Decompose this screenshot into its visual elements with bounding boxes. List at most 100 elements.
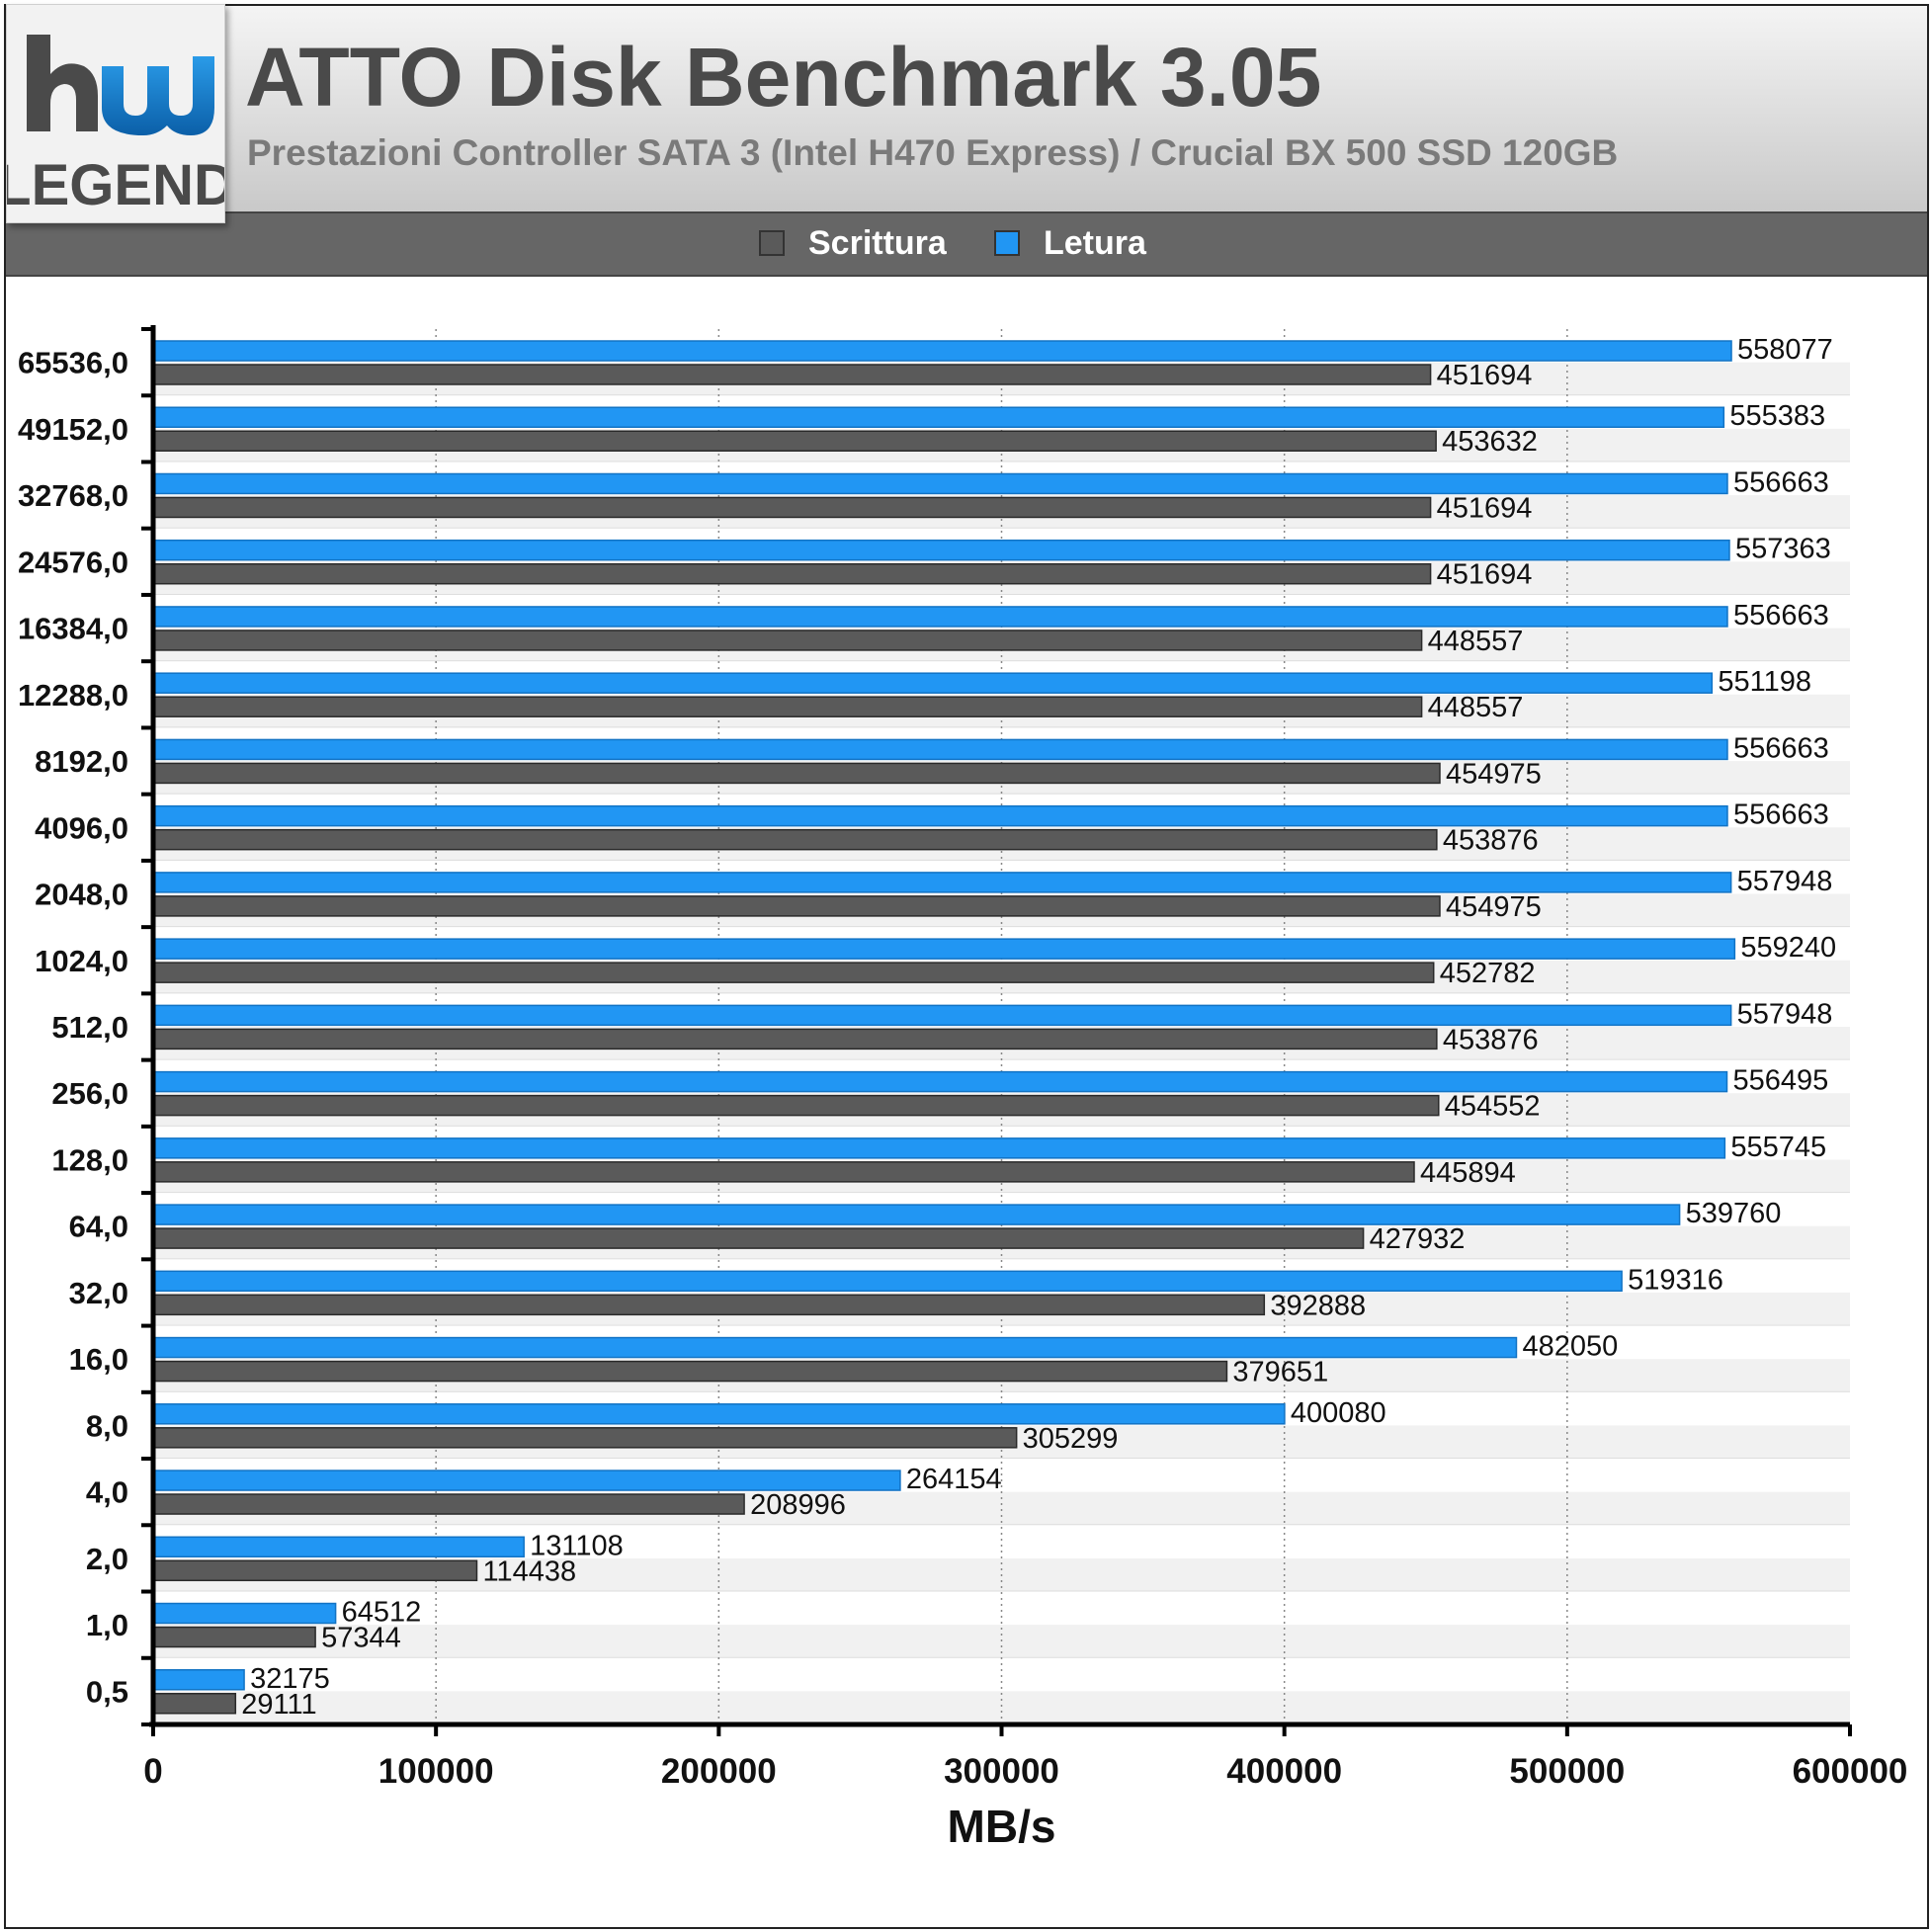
bar-scrittura <box>152 562 1432 585</box>
data-label-letura: 64512 <box>342 1597 422 1629</box>
data-label-scrittura: 57344 <box>321 1623 401 1654</box>
y-tick-label: 16384,0 <box>18 612 128 646</box>
legend-item-scrittura: Scrittura <box>759 224 947 262</box>
bar-scrittura <box>152 496 1432 519</box>
data-label-letura: 400080 <box>1291 1397 1386 1429</box>
row-band <box>153 1691 1850 1724</box>
bar-scrittura <box>152 1427 1018 1449</box>
bar-scrittura <box>152 1493 745 1515</box>
bar-letura <box>152 1004 1732 1027</box>
chart-title: ATTO Disk Benchmark 3.05 <box>245 31 1322 124</box>
y-tick-label: 8,0 <box>86 1408 128 1443</box>
bar-letura <box>152 672 1714 694</box>
data-label-scrittura: 453876 <box>1443 1024 1539 1055</box>
bar-letura <box>152 1137 1726 1159</box>
bar-letura <box>152 472 1728 495</box>
data-label-letura: 32175 <box>250 1663 330 1695</box>
bar-letura <box>152 606 1728 628</box>
bar-scrittura <box>152 1693 237 1715</box>
bar-letura <box>152 872 1732 893</box>
bar-scrittura <box>152 895 1441 917</box>
y-tick-label: 0,5 <box>86 1674 128 1709</box>
y-tick-label: 32768,0 <box>18 478 128 513</box>
data-label-scrittura: 448557 <box>1428 626 1524 657</box>
data-label-scrittura: 29111 <box>241 1689 316 1721</box>
bar-scrittura <box>152 430 1437 452</box>
bar-scrittura <box>152 1360 1228 1383</box>
bar-letura <box>152 1470 901 1491</box>
data-label-letura: 519316 <box>1628 1264 1723 1296</box>
x-tick-label: 100000 <box>378 1752 494 1791</box>
row-band <box>153 1657 1850 1692</box>
data-label-letura: 559240 <box>1740 932 1836 964</box>
data-label-scrittura: 445894 <box>1420 1157 1516 1189</box>
bar-letura <box>152 938 1736 960</box>
bar-scrittura <box>152 1294 1266 1316</box>
bar-scrittura <box>152 828 1438 851</box>
data-label-letura: 551198 <box>1718 666 1811 698</box>
data-label-letura: 556663 <box>1733 732 1829 764</box>
data-label-letura: 556663 <box>1733 466 1829 498</box>
data-label-scrittura: 454975 <box>1446 758 1542 790</box>
bar-scrittura <box>152 1161 1415 1183</box>
data-label-scrittura: 452782 <box>1440 958 1536 989</box>
x-tick-label: 200000 <box>661 1752 777 1791</box>
data-label-scrittura: 453876 <box>1443 825 1539 857</box>
y-tick-label: 12288,0 <box>18 678 128 713</box>
logo-text: LEGEND <box>7 153 224 217</box>
y-tick-label: 128,0 <box>51 1142 128 1177</box>
y-tick-label: 2048,0 <box>35 878 128 912</box>
bar-letura <box>152 1403 1286 1425</box>
data-label-scrittura: 448557 <box>1428 692 1524 723</box>
y-tick-label: 32,0 <box>69 1276 128 1310</box>
data-label-scrittura: 451694 <box>1437 360 1533 391</box>
x-tick-label: 400000 <box>1226 1752 1342 1791</box>
bar-letura <box>152 539 1730 561</box>
y-tick-label: 1,0 <box>86 1608 128 1642</box>
y-tick-label: 4096,0 <box>35 810 128 845</box>
data-label-scrittura: 392888 <box>1270 1290 1366 1321</box>
y-tick-label: 1024,0 <box>35 944 128 978</box>
bar-scrittura <box>152 962 1435 983</box>
data-label-scrittura: 379651 <box>1232 1357 1328 1388</box>
y-tick-label: 2,0 <box>86 1542 128 1576</box>
x-tick-label: 300000 <box>944 1752 1059 1791</box>
legend-swatch-letura <box>994 230 1020 256</box>
legend-item-letura: Letura <box>994 224 1146 262</box>
chart-header: ATTO Disk Benchmark 3.05 Prestazioni Con… <box>6 6 1927 213</box>
data-label-letura: 557948 <box>1737 998 1833 1030</box>
x-tick-label: 0 <box>143 1752 162 1791</box>
data-label-scrittura: 305299 <box>1023 1423 1119 1455</box>
data-label-letura: 556663 <box>1733 799 1829 831</box>
x-tick-label: 600000 <box>1793 1752 1908 1791</box>
data-label-scrittura: 208996 <box>750 1489 846 1521</box>
y-tick-label: 8192,0 <box>35 744 128 779</box>
bar-letura <box>152 340 1732 362</box>
data-label-letura: 557948 <box>1737 866 1833 897</box>
data-label-scrittura: 114438 <box>482 1555 576 1587</box>
bar-scrittura <box>152 1028 1438 1050</box>
bar-letura <box>152 1669 245 1691</box>
data-label-scrittura: 451694 <box>1437 559 1533 591</box>
bar-letura <box>152 406 1725 428</box>
data-label-letura: 264154 <box>906 1464 1002 1495</box>
bar-letura <box>152 1204 1681 1225</box>
bar-letura <box>152 804 1728 827</box>
bar-letura <box>152 1070 1728 1093</box>
hwlegend-logo: LEGEND <box>0 4 235 223</box>
bar-scrittura <box>152 364 1432 385</box>
bar-letura <box>152 1270 1623 1293</box>
data-label-scrittura: 451694 <box>1437 492 1533 524</box>
data-label-scrittura: 453632 <box>1442 426 1538 458</box>
data-label-letura: 555745 <box>1730 1132 1826 1163</box>
data-label-scrittura: 427932 <box>1370 1223 1466 1255</box>
x-tick-label: 500000 <box>1509 1752 1625 1791</box>
chart-subtitle: Prestazioni Controller SATA 3 (Intel H47… <box>247 132 1619 173</box>
bar-scrittura <box>152 630 1423 651</box>
y-tick-label: 24576,0 <box>18 545 128 579</box>
data-label-letura: 557363 <box>1735 534 1831 565</box>
bar-scrittura <box>152 1559 478 1582</box>
data-label-letura: 482050 <box>1522 1331 1618 1363</box>
legend: Scrittura Letura <box>6 211 1927 277</box>
